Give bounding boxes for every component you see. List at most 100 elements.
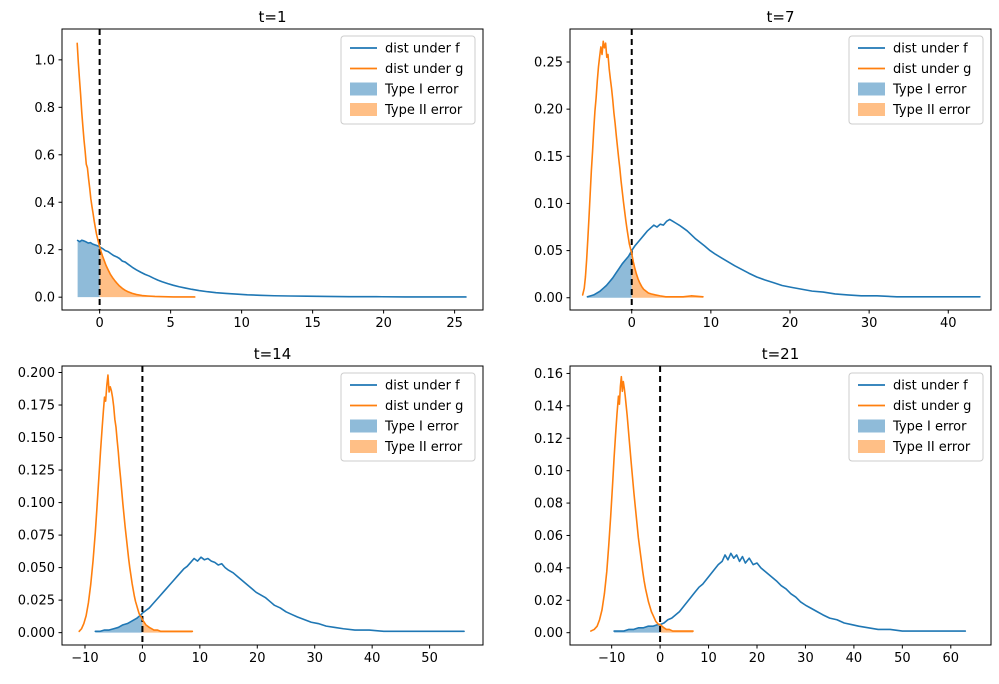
y-tick-label: 0.150 [18,431,55,446]
legend-label: dist under f [893,379,968,394]
x-tick-label: 50 [421,651,438,666]
legend-label: dist under f [893,42,968,57]
y-tick-label: 0.06 [534,529,563,544]
axes-spines [569,365,992,646]
y-tick-label: 1.0 [34,53,55,68]
subplot-title: t=1 [259,8,287,26]
type-ii-error-region [631,253,703,298]
axes-spines [61,365,484,646]
x-tick-label: 0 [628,316,636,331]
dist-under-f-curve [76,239,467,298]
x-tick-label: 5 [166,316,174,331]
y-tick-label: 0.175 [18,399,55,414]
subplot-t=21: −10 0 10 20 30 40 50 60 0.00 0.02 0.04 0.06 0.08 0.10… [534,345,992,666]
legend-box [848,372,984,462]
y-tick-label: 0.075 [18,529,55,544]
legend-label: Type I error [384,83,459,98]
y-tick-label: 0.15 [534,150,563,165]
legend-patch-swatch [858,419,885,433]
y-tick-label: 0.000 [18,626,55,641]
type-i-error-region [77,240,100,298]
y-tick-label: 0.0 [34,291,55,306]
y-tick-label: 0.100 [18,496,55,511]
x-tick-label: 40 [846,651,863,666]
y-tick-label: 0.04 [534,561,563,576]
dist-under-g-curve [590,375,694,632]
dist-under-f-curve [586,218,981,298]
dist-under-f-curve [94,556,465,633]
legend: dist under f dist under g Type I error Type… [340,372,476,462]
legend-label: dist under g [385,62,463,77]
subplot-t=7: 0 10 20 30 40 0.00 0.05 0.10 0.15 0.20 0.25 t=7 dist… [534,8,992,331]
legend-patch-swatch [858,82,885,96]
y-tick-label: 0.10 [534,464,563,479]
legend: dist under f dist under g Type I error Type… [340,35,476,125]
y-tick-label: 0.25 [534,56,563,71]
y-tick-label: 0.200 [18,366,55,381]
legend-patch-swatch [350,440,377,453]
legend-box [340,35,476,125]
x-tick-label: 30 [861,316,878,331]
legend-label: Type I error [892,420,967,435]
legend-patch-swatch [350,103,377,116]
x-tick-label: 40 [364,651,381,666]
type-i-error-region [95,613,143,633]
x-tick-label: 40 [940,316,957,331]
dist-under-g-curve [78,374,194,633]
x-tick-label: 0 [95,316,103,331]
subplot-title: t=14 [254,345,292,363]
legend-label: dist under g [893,399,971,414]
dist-under-g-curve [76,42,196,298]
y-tick-label: 0.6 [34,148,55,163]
legend: dist under f dist under g Type I error Type… [848,372,984,462]
legend: dist under f dist under g Type I error Type… [848,35,984,125]
x-tick-label: 60 [943,651,960,666]
type-i-error-region [587,250,632,298]
x-tick-label: 25 [446,316,463,331]
y-tick-label: 0.2 [34,243,55,258]
x-tick-label: −10 [598,651,625,666]
legend-label: dist under g [385,399,463,414]
legend-label: Type II error [384,103,463,118]
x-tick-label: 20 [749,651,766,666]
legend-box [340,372,476,462]
x-tick-label: 20 [375,316,392,331]
legend-label: Type II error [384,440,463,455]
x-tick-label: 10 [192,651,209,666]
y-tick-label: 0.20 [534,103,563,118]
y-tick-label: 0.16 [534,367,563,382]
subplot-title: t=21 [762,345,800,363]
legend-label: Type I error [384,420,459,435]
y-tick-label: 0.4 [34,196,55,211]
x-tick-label: 30 [306,651,323,666]
x-tick-label: −10 [71,651,98,666]
x-tick-label: 20 [782,316,799,331]
dist-under-g-curve [581,40,704,298]
dist-under-f-curve [613,552,967,632]
x-tick-label: 50 [894,651,911,666]
legend-patch-swatch [350,419,377,433]
y-tick-label: 0.050 [18,561,55,576]
x-tick-label: 15 [304,316,321,331]
legend-label: Type I error [892,83,967,98]
axes-spines [569,28,992,311]
y-tick-label: 0.8 [34,101,55,116]
legend-label: dist under f [385,42,460,57]
x-tick-label: 0 [656,651,664,666]
type-ii-error-region [660,624,694,633]
x-tick-label: 20 [249,651,266,666]
axes-spines [61,28,484,311]
legend-patch-swatch [350,82,377,96]
subplot-title: t=7 [767,8,795,26]
legend-label: Type II error [892,103,971,118]
x-tick-label: 0 [138,651,146,666]
legend-label: dist under f [385,379,460,394]
y-tick-label: 0.025 [18,594,55,609]
subplot-t=14: −10 0 10 20 30 40 50 0.000 0.025 0.050 0.075 0.100 0… [18,345,484,666]
y-tick-label: 0.00 [534,291,563,306]
y-tick-label: 0.12 [534,432,563,447]
legend-patch-swatch [858,103,885,116]
x-tick-label: 10 [703,316,720,331]
